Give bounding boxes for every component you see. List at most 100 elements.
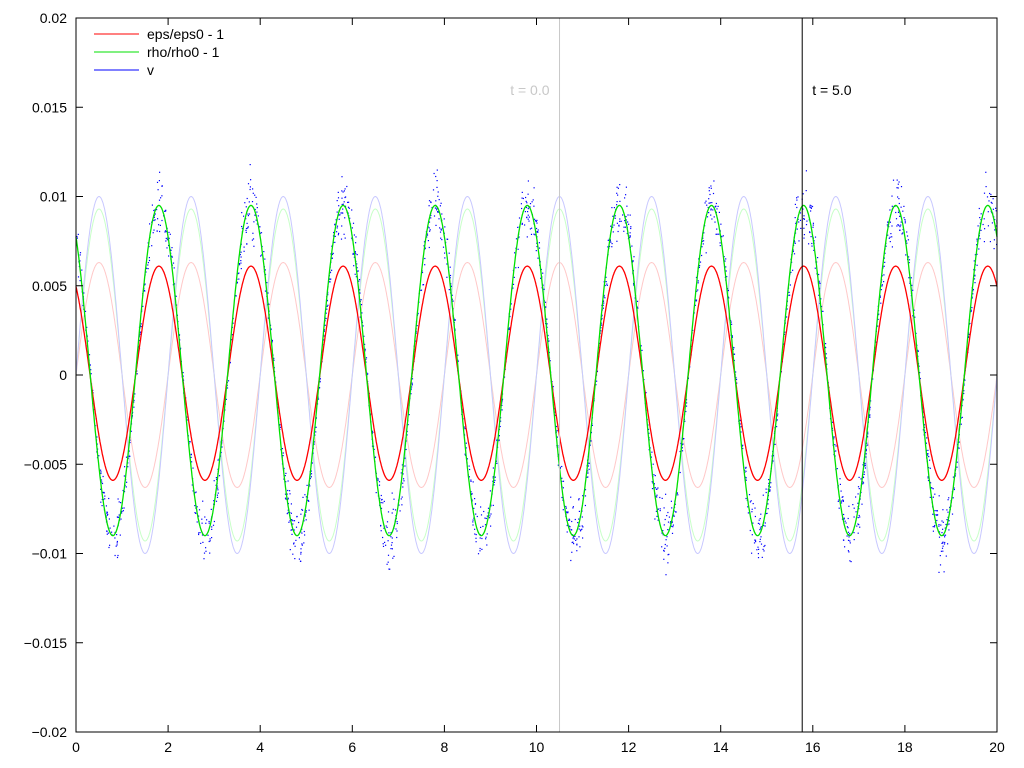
v-point [757, 546, 759, 548]
v-point [584, 495, 587, 497]
v-point [698, 266, 700, 268]
v-point [932, 513, 934, 515]
v-point [645, 392, 647, 394]
v-point [362, 325, 364, 327]
v-point [664, 547, 666, 549]
v-point [247, 183, 250, 185]
v-point [400, 472, 402, 474]
v-point [344, 237, 346, 239]
v-point [659, 510, 661, 512]
v-point [953, 487, 955, 489]
y-tick-label: −0.02 [32, 724, 68, 740]
v-point [840, 502, 843, 504]
v-point [799, 219, 802, 221]
v-point [665, 493, 667, 495]
v-point [569, 519, 571, 521]
v-point [802, 193, 804, 195]
v-point [474, 533, 476, 535]
v-point [970, 309, 972, 311]
v-point [940, 550, 942, 552]
v-point [441, 239, 443, 241]
v-point [618, 225, 620, 227]
v-point [271, 339, 273, 342]
v-point [537, 229, 539, 231]
v-point [144, 290, 146, 292]
v-point [349, 217, 351, 219]
v-point [948, 523, 950, 525]
v-point [325, 312, 327, 314]
v-point [858, 488, 860, 490]
v-point [709, 202, 711, 204]
v-point [697, 282, 699, 284]
v-point [534, 220, 537, 222]
v-point [139, 333, 141, 335]
v-point [612, 226, 614, 228]
v-point [625, 219, 627, 221]
v-point [769, 489, 771, 491]
v-point [124, 466, 126, 468]
v-point [244, 202, 246, 204]
v-point [481, 537, 483, 540]
v-point [942, 509, 944, 511]
v-point [186, 416, 188, 418]
v-point [976, 244, 978, 246]
v-point [582, 526, 584, 528]
v-point [760, 543, 763, 545]
v-point [869, 414, 871, 416]
v-point [343, 190, 345, 192]
v-point [760, 536, 762, 538]
v-point [581, 516, 583, 518]
v-point [943, 534, 945, 536]
v-point [624, 197, 626, 199]
v-point [279, 424, 281, 426]
v-point [96, 436, 98, 438]
v-point [379, 497, 381, 500]
v-point [624, 226, 626, 228]
v-point [251, 239, 253, 241]
v-point [423, 245, 425, 247]
v-point [191, 484, 193, 486]
v-point [352, 252, 354, 255]
v-point [567, 511, 569, 513]
v-point [972, 293, 974, 295]
v-point [205, 550, 207, 552]
v-point [487, 507, 490, 509]
v-point [291, 533, 293, 535]
v-point [496, 439, 498, 441]
v-point [825, 347, 827, 349]
v-point [557, 464, 559, 466]
v-point [475, 537, 477, 539]
v-point [446, 276, 448, 278]
v-point [535, 250, 537, 252]
v-point [484, 517, 486, 519]
v-point [859, 526, 861, 528]
x-tick-label: 4 [256, 739, 264, 755]
v-point [719, 245, 721, 247]
v-point [723, 256, 725, 258]
v-point [573, 538, 575, 540]
v-point [538, 247, 541, 249]
v-point [855, 496, 857, 498]
v-point [976, 240, 978, 242]
v-point [974, 282, 976, 284]
v-point [647, 428, 650, 430]
v-point [715, 202, 717, 205]
v-point [731, 323, 733, 325]
v-point [405, 448, 407, 451]
v-point [326, 300, 328, 302]
v-point [111, 531, 113, 533]
v-point [493, 484, 495, 486]
v-point [536, 219, 538, 221]
v-point [654, 518, 656, 520]
v-point [618, 224, 620, 226]
v-point [612, 215, 614, 217]
v-point [578, 528, 580, 530]
v-point [864, 462, 866, 464]
v-point [776, 415, 779, 417]
v-point [719, 242, 721, 244]
v-point [310, 476, 312, 478]
v-point [849, 560, 851, 562]
v-point [858, 514, 860, 517]
v-point [565, 511, 568, 513]
v-point [114, 537, 116, 539]
